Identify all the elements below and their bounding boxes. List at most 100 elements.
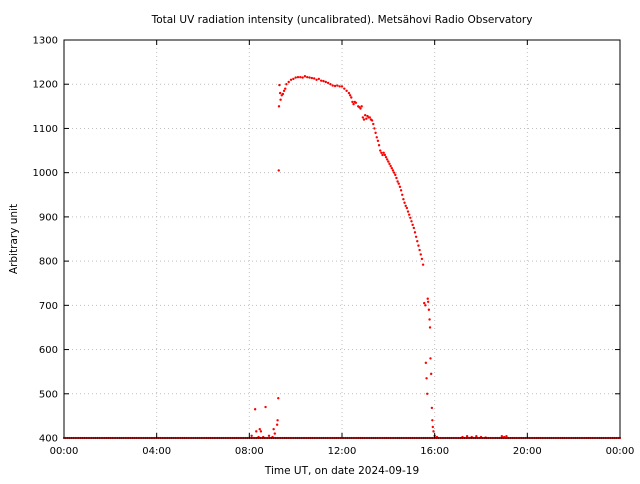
data-point [428, 318, 431, 321]
data-point [315, 78, 318, 82]
data-point [278, 91, 282, 95]
data-point [317, 77, 321, 81]
data-point [264, 405, 267, 409]
data-point [412, 226, 416, 230]
data-point [354, 101, 358, 105]
data-point [399, 189, 403, 192]
tick-labels-layer: 00:00 04:00 08:00 12:00 16:00 20:00 00:0040050… [33, 36, 635, 458]
data-point [390, 167, 394, 170]
data-point [419, 253, 422, 256]
x-tick-label: 04:00 [142, 446, 171, 457]
x-tick-label: 20:00 [513, 446, 542, 457]
data-point [347, 91, 351, 95]
data-point [418, 248, 421, 252]
data-point [414, 235, 418, 238]
data-point [352, 102, 355, 106]
data-point [391, 169, 395, 172]
data-point [338, 85, 341, 88]
data-point [301, 76, 304, 79]
x-tick-label: 00:00 [50, 446, 79, 457]
y-tick-label: 700 [39, 301, 58, 312]
data-point [404, 204, 407, 208]
data-point [322, 79, 325, 83]
data-point [372, 122, 375, 126]
data-point [388, 162, 391, 166]
data-point [409, 216, 412, 219]
data-point [253, 408, 257, 411]
data-point [413, 231, 417, 234]
data-point [465, 435, 469, 438]
data-point [299, 75, 302, 79]
data-point [374, 131, 377, 135]
y-tick-label: 400 [39, 434, 58, 445]
data-point [313, 77, 316, 80]
data-point [426, 392, 429, 395]
data-point [348, 94, 352, 97]
data-point [361, 116, 365, 119]
data-point [273, 432, 277, 435]
y-tick-label: 500 [39, 389, 58, 400]
data-point [340, 85, 344, 88]
data-point [426, 297, 429, 300]
data-point [360, 105, 363, 108]
data-point [395, 176, 398, 180]
data-point [416, 240, 419, 243]
data-point [303, 75, 307, 78]
y-tick-label: 1100 [33, 124, 58, 135]
grid-layer [64, 40, 620, 438]
data-point [475, 435, 478, 438]
y-tick-label: 1300 [33, 36, 58, 47]
data-point [362, 118, 366, 121]
data-point [424, 304, 427, 307]
data-point [277, 169, 280, 172]
data-point [384, 155, 388, 159]
data-point [279, 98, 282, 101]
data-point [336, 84, 339, 87]
data-point [431, 419, 434, 422]
data-point [396, 180, 399, 183]
data-point [429, 372, 433, 376]
data-point [380, 151, 383, 154]
data-point [281, 92, 285, 96]
data-point [377, 144, 381, 147]
data-point [406, 210, 410, 213]
data-point [296, 75, 300, 79]
data-point [343, 87, 346, 90]
data-point [397, 182, 400, 185]
data-point [410, 220, 413, 223]
data-point [423, 301, 426, 305]
data-point [326, 81, 330, 85]
data-point [359, 107, 362, 110]
data-point [426, 300, 430, 303]
x-tick-label: 00:00 [606, 446, 635, 457]
data-point [267, 434, 271, 437]
data-point [319, 79, 323, 82]
data-point [500, 435, 504, 438]
data-point [272, 427, 275, 431]
data-point [382, 151, 385, 154]
data-point [365, 117, 368, 120]
data-point [424, 361, 428, 365]
data-point [383, 153, 387, 157]
y-tick-label: 800 [39, 257, 58, 268]
data-point [394, 173, 397, 177]
data-point [411, 223, 414, 227]
y-axis-title: Arbitrary unit [8, 204, 20, 274]
y-tick-label: 1000 [33, 168, 58, 179]
data-point [375, 136, 378, 139]
data-point [351, 100, 354, 104]
data-point [376, 139, 380, 143]
data-point [308, 76, 311, 79]
data-point [431, 425, 435, 429]
y-tick-label: 600 [39, 345, 58, 356]
ticks-layer [63, 39, 621, 439]
data-point [387, 160, 390, 163]
data-point [329, 83, 332, 86]
y-tick-label: 1200 [33, 80, 58, 91]
data-point [250, 434, 253, 437]
data-point [389, 164, 392, 168]
x-tick-label: 16:00 [420, 446, 449, 457]
data-point [429, 357, 432, 360]
data-point [398, 185, 402, 189]
